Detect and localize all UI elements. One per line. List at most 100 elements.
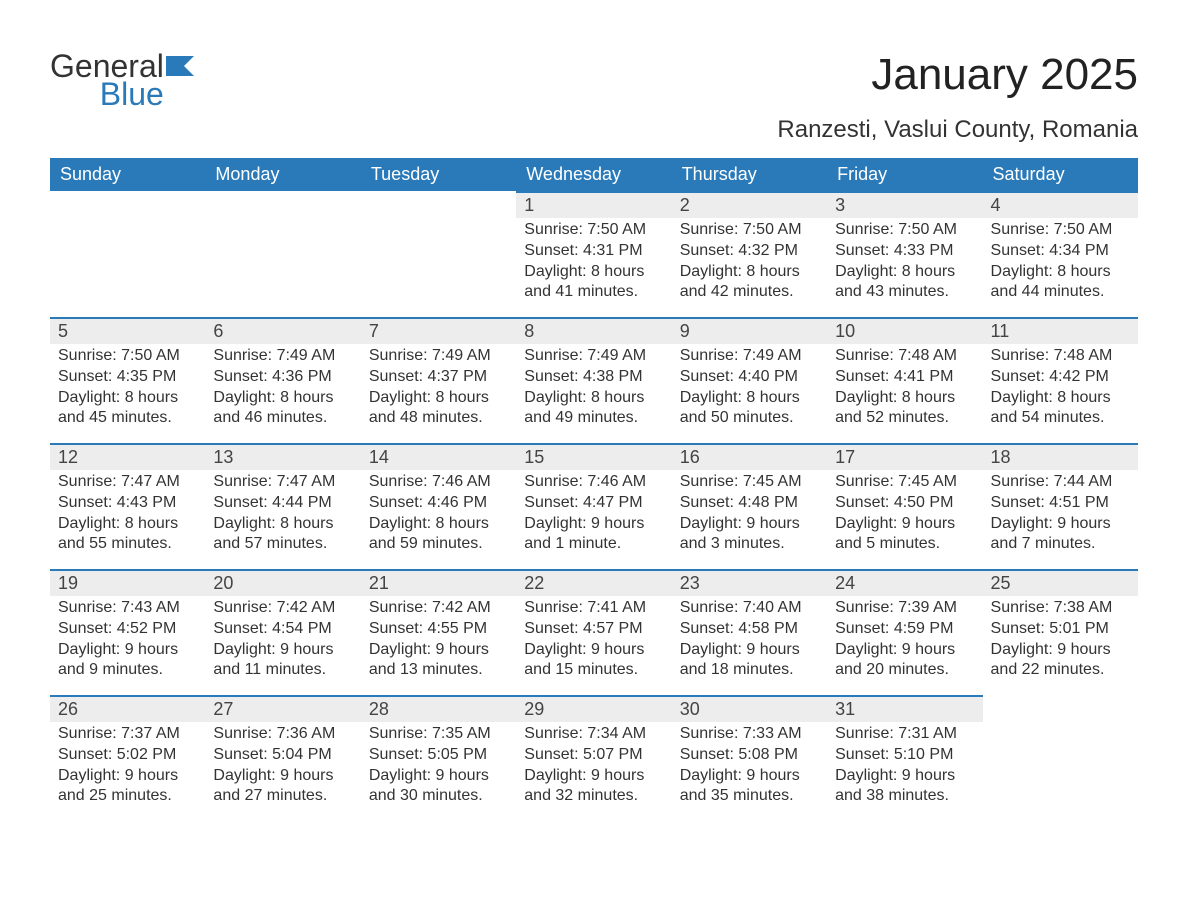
day-number: 1 <box>516 191 671 218</box>
daylight-line: Daylight: 8 hours and 49 minutes. <box>524 388 663 430</box>
day-details: Sunrise: 7:48 AMSunset: 4:41 PMDaylight:… <box>827 344 982 435</box>
calendar-day-cell: 17Sunrise: 7:45 AMSunset: 4:50 PMDayligh… <box>827 443 982 569</box>
day-details: Sunrise: 7:49 AMSunset: 4:38 PMDaylight:… <box>516 344 671 435</box>
sunset-line: Sunset: 4:31 PM <box>524 241 663 262</box>
weekday-header: Tuesday <box>361 158 516 191</box>
daylight-line: Daylight: 9 hours and 27 minutes. <box>213 766 352 808</box>
calendar-week-row: 12Sunrise: 7:47 AMSunset: 4:43 PMDayligh… <box>50 443 1138 569</box>
sunrise-line: Sunrise: 7:48 AM <box>835 346 974 367</box>
calendar-day-cell: 29Sunrise: 7:34 AMSunset: 5:07 PMDayligh… <box>516 695 671 821</box>
calendar-day-cell: 2Sunrise: 7:50 AMSunset: 4:32 PMDaylight… <box>672 191 827 317</box>
day-number: 22 <box>516 569 671 596</box>
calendar-day-cell: 26Sunrise: 7:37 AMSunset: 5:02 PMDayligh… <box>50 695 205 821</box>
sunset-line: Sunset: 4:37 PM <box>369 367 508 388</box>
day-number: 12 <box>50 443 205 470</box>
calendar-day-cell: 22Sunrise: 7:41 AMSunset: 4:57 PMDayligh… <box>516 569 671 695</box>
day-number: 10 <box>827 317 982 344</box>
sunset-line: Sunset: 4:57 PM <box>524 619 663 640</box>
day-number: 9 <box>672 317 827 344</box>
day-details: Sunrise: 7:50 AMSunset: 4:33 PMDaylight:… <box>827 218 982 309</box>
day-number: 23 <box>672 569 827 596</box>
day-details: Sunrise: 7:44 AMSunset: 4:51 PMDaylight:… <box>983 470 1138 561</box>
calendar-table: SundayMondayTuesdayWednesdayThursdayFrid… <box>50 158 1138 821</box>
sunrise-line: Sunrise: 7:49 AM <box>680 346 819 367</box>
sunrise-line: Sunrise: 7:49 AM <box>369 346 508 367</box>
sunset-line: Sunset: 4:51 PM <box>991 493 1130 514</box>
day-number: 31 <box>827 695 982 722</box>
sunset-line: Sunset: 4:32 PM <box>680 241 819 262</box>
day-number: 15 <box>516 443 671 470</box>
sunrise-line: Sunrise: 7:42 AM <box>369 598 508 619</box>
sunset-line: Sunset: 4:59 PM <box>835 619 974 640</box>
calendar-week-row: 5Sunrise: 7:50 AMSunset: 4:35 PMDaylight… <box>50 317 1138 443</box>
sunset-line: Sunset: 5:01 PM <box>991 619 1130 640</box>
day-number: 24 <box>827 569 982 596</box>
daylight-line: Daylight: 8 hours and 42 minutes. <box>680 262 819 304</box>
day-number: 2 <box>672 191 827 218</box>
day-details: Sunrise: 7:46 AMSunset: 4:47 PMDaylight:… <box>516 470 671 561</box>
calendar-day-cell: 11Sunrise: 7:48 AMSunset: 4:42 PMDayligh… <box>983 317 1138 443</box>
day-number: 18 <box>983 443 1138 470</box>
header: General Blue January 2025 <box>50 50 1138 110</box>
sunrise-line: Sunrise: 7:45 AM <box>680 472 819 493</box>
day-details: Sunrise: 7:47 AMSunset: 4:43 PMDaylight:… <box>50 470 205 561</box>
weekday-header: Sunday <box>50 158 205 191</box>
day-number: 27 <box>205 695 360 722</box>
daylight-line: Daylight: 9 hours and 20 minutes. <box>835 640 974 682</box>
day-details: Sunrise: 7:40 AMSunset: 4:58 PMDaylight:… <box>672 596 827 687</box>
empty-day <box>205 191 360 218</box>
calendar-day-cell: 8Sunrise: 7:49 AMSunset: 4:38 PMDaylight… <box>516 317 671 443</box>
day-details: Sunrise: 7:50 AMSunset: 4:31 PMDaylight:… <box>516 218 671 309</box>
daylight-line: Daylight: 8 hours and 59 minutes. <box>369 514 508 556</box>
day-number: 19 <box>50 569 205 596</box>
daylight-line: Daylight: 9 hours and 38 minutes. <box>835 766 974 808</box>
empty-day <box>361 191 516 218</box>
sunrise-line: Sunrise: 7:50 AM <box>835 220 974 241</box>
sunrise-line: Sunrise: 7:41 AM <box>524 598 663 619</box>
weekday-header: Monday <box>205 158 360 191</box>
sunset-line: Sunset: 4:42 PM <box>991 367 1130 388</box>
daylight-line: Daylight: 8 hours and 55 minutes. <box>58 514 197 556</box>
sunrise-line: Sunrise: 7:45 AM <box>835 472 974 493</box>
day-details: Sunrise: 7:31 AMSunset: 5:10 PMDaylight:… <box>827 722 982 813</box>
daylight-line: Daylight: 9 hours and 3 minutes. <box>680 514 819 556</box>
daylight-line: Daylight: 9 hours and 18 minutes. <box>680 640 819 682</box>
calendar-day-cell: 25Sunrise: 7:38 AMSunset: 5:01 PMDayligh… <box>983 569 1138 695</box>
calendar-day-cell <box>50 191 205 317</box>
calendar-day-cell: 15Sunrise: 7:46 AMSunset: 4:47 PMDayligh… <box>516 443 671 569</box>
day-number: 16 <box>672 443 827 470</box>
calendar-day-cell: 20Sunrise: 7:42 AMSunset: 4:54 PMDayligh… <box>205 569 360 695</box>
day-details: Sunrise: 7:47 AMSunset: 4:44 PMDaylight:… <box>205 470 360 561</box>
day-number: 25 <box>983 569 1138 596</box>
daylight-line: Daylight: 9 hours and 5 minutes. <box>835 514 974 556</box>
sunset-line: Sunset: 4:44 PM <box>213 493 352 514</box>
daylight-line: Daylight: 8 hours and 43 minutes. <box>835 262 974 304</box>
calendar-week-row: 19Sunrise: 7:43 AMSunset: 4:52 PMDayligh… <box>50 569 1138 695</box>
sunset-line: Sunset: 5:02 PM <box>58 745 197 766</box>
calendar-day-cell: 21Sunrise: 7:42 AMSunset: 4:55 PMDayligh… <box>361 569 516 695</box>
daylight-line: Daylight: 8 hours and 54 minutes. <box>991 388 1130 430</box>
page-title: January 2025 <box>871 50 1138 100</box>
daylight-line: Daylight: 8 hours and 52 minutes. <box>835 388 974 430</box>
calendar-day-cell: 7Sunrise: 7:49 AMSunset: 4:37 PMDaylight… <box>361 317 516 443</box>
sunrise-line: Sunrise: 7:49 AM <box>524 346 663 367</box>
day-number: 14 <box>361 443 516 470</box>
day-details: Sunrise: 7:50 AMSunset: 4:35 PMDaylight:… <box>50 344 205 435</box>
sunrise-line: Sunrise: 7:36 AM <box>213 724 352 745</box>
day-number: 28 <box>361 695 516 722</box>
sunrise-line: Sunrise: 7:42 AM <box>213 598 352 619</box>
daylight-line: Daylight: 9 hours and 25 minutes. <box>58 766 197 808</box>
sunrise-line: Sunrise: 7:38 AM <box>991 598 1130 619</box>
daylight-line: Daylight: 9 hours and 35 minutes. <box>680 766 819 808</box>
weekday-header: Saturday <box>983 158 1138 191</box>
calendar-day-cell: 31Sunrise: 7:31 AMSunset: 5:10 PMDayligh… <box>827 695 982 821</box>
flag-icon <box>166 56 194 76</box>
daylight-line: Daylight: 8 hours and 48 minutes. <box>369 388 508 430</box>
day-details: Sunrise: 7:37 AMSunset: 5:02 PMDaylight:… <box>50 722 205 813</box>
sunrise-line: Sunrise: 7:34 AM <box>524 724 663 745</box>
calendar-day-cell: 18Sunrise: 7:44 AMSunset: 4:51 PMDayligh… <box>983 443 1138 569</box>
day-number: 21 <box>361 569 516 596</box>
sunset-line: Sunset: 4:47 PM <box>524 493 663 514</box>
sunset-line: Sunset: 4:33 PM <box>835 241 974 262</box>
calendar-day-cell: 5Sunrise: 7:50 AMSunset: 4:35 PMDaylight… <box>50 317 205 443</box>
